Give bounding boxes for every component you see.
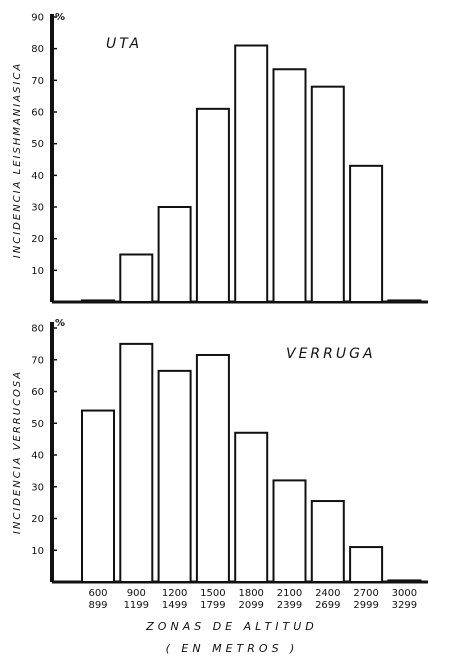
uta-chart: INCIDENCIA LEISHMANIASICA % UTA 10 20 30 40…	[12, 12, 428, 304]
uta-y-tick-label: 80	[31, 44, 44, 55]
verruga-chart: INCIDENCIA VERRUCOSA % VERRUGA 10 20 30 40 5…	[12, 318, 428, 584]
uta-bar	[272, 68, 307, 303]
verruga-bar	[81, 409, 115, 583]
uta-y-ticks: 10 20 30 40 50 60 70 80 90	[31, 13, 57, 277]
x-tick-label: 1799	[200, 600, 225, 611]
uta-bar	[349, 164, 384, 303]
x-tick-label: 2100	[277, 588, 302, 599]
uta-bar	[157, 206, 192, 303]
x-tick-label: 2699	[315, 600, 340, 611]
x-tick-label: 1499	[162, 600, 187, 611]
verruga-bar	[310, 500, 345, 584]
x-tick-label: 1200	[162, 588, 187, 599]
verruga-y-tick-label: 50	[31, 419, 44, 430]
verruga-y-tick-label: 80	[31, 324, 44, 335]
x-tick-label: 2700	[353, 588, 378, 599]
verruga-bar	[349, 546, 384, 584]
x-tick-label: 1199	[124, 600, 149, 611]
uta-bar	[81, 299, 115, 303]
verruga-bar	[234, 431, 269, 583]
x-tick-label: 2999	[353, 600, 378, 611]
x-tick-label: 2400	[315, 588, 340, 599]
x-tick-label: 1500	[200, 588, 225, 599]
uta-bars	[81, 44, 422, 304]
verruga-y-tick-label: 70	[31, 355, 44, 366]
uta-y-axis-label: INCIDENCIA LEISHMANIASICA	[12, 62, 23, 258]
uta-y-tick-label: 50	[31, 139, 44, 150]
uta-chart-title: UTA	[106, 36, 142, 52]
verruga-y-axis-label: INCIDENCIA VERRUCOSA	[12, 370, 23, 534]
uta-y-tick-label: 70	[31, 76, 44, 87]
verruga-y-tick-label: 40	[31, 451, 44, 462]
verruga-y-tick-label: 30	[31, 482, 44, 493]
verruga-bar	[119, 342, 154, 583]
uta-bar	[387, 299, 422, 303]
verruga-bars	[81, 342, 422, 584]
x-axis-title: ZONAS DE ALTITUD	[145, 620, 317, 633]
x-tick-label: 900	[127, 588, 146, 599]
uta-y-tick-label: 90	[31, 13, 44, 24]
verruga-bar	[157, 369, 192, 583]
verruga-bar	[195, 353, 230, 583]
verruga-y-tick-label: 10	[31, 546, 44, 557]
x-tick-label: 899	[88, 600, 107, 611]
x-tick-label: 3299	[392, 600, 417, 611]
uta-y-tick-label: 60	[31, 108, 44, 119]
verruga-chart-title: VERRUGA	[286, 346, 376, 362]
verruga-y-ticks: 10 20 30 40 50 60 70 80	[31, 324, 57, 557]
verruga-bar	[272, 479, 307, 583]
uta-bar	[234, 44, 269, 303]
uta-y-tick-label: 40	[31, 171, 44, 182]
verruga-y-tick-label: 60	[31, 387, 44, 398]
x-tick-label: 600	[88, 588, 107, 599]
uta-bar	[119, 253, 154, 303]
x-axis-subtitle: ( EN METROS )	[166, 642, 299, 655]
x-tick-label: 2099	[238, 600, 263, 611]
uta-y-tick-label: 30	[31, 203, 44, 214]
verruga-bar	[387, 579, 422, 583]
x-tick-label: 3000	[392, 588, 417, 599]
uta-y-tick-label: 20	[31, 234, 44, 245]
x-tick-label: 2399	[277, 600, 302, 611]
uta-bar	[195, 107, 230, 304]
verruga-unit-label: %	[55, 318, 65, 329]
uta-y-tick-label: 10	[31, 266, 44, 277]
x-tick-label: 1800	[238, 588, 263, 599]
uta-unit-label: %	[55, 12, 65, 23]
verruga-y-tick-label: 20	[31, 514, 44, 525]
uta-bar	[310, 85, 345, 303]
